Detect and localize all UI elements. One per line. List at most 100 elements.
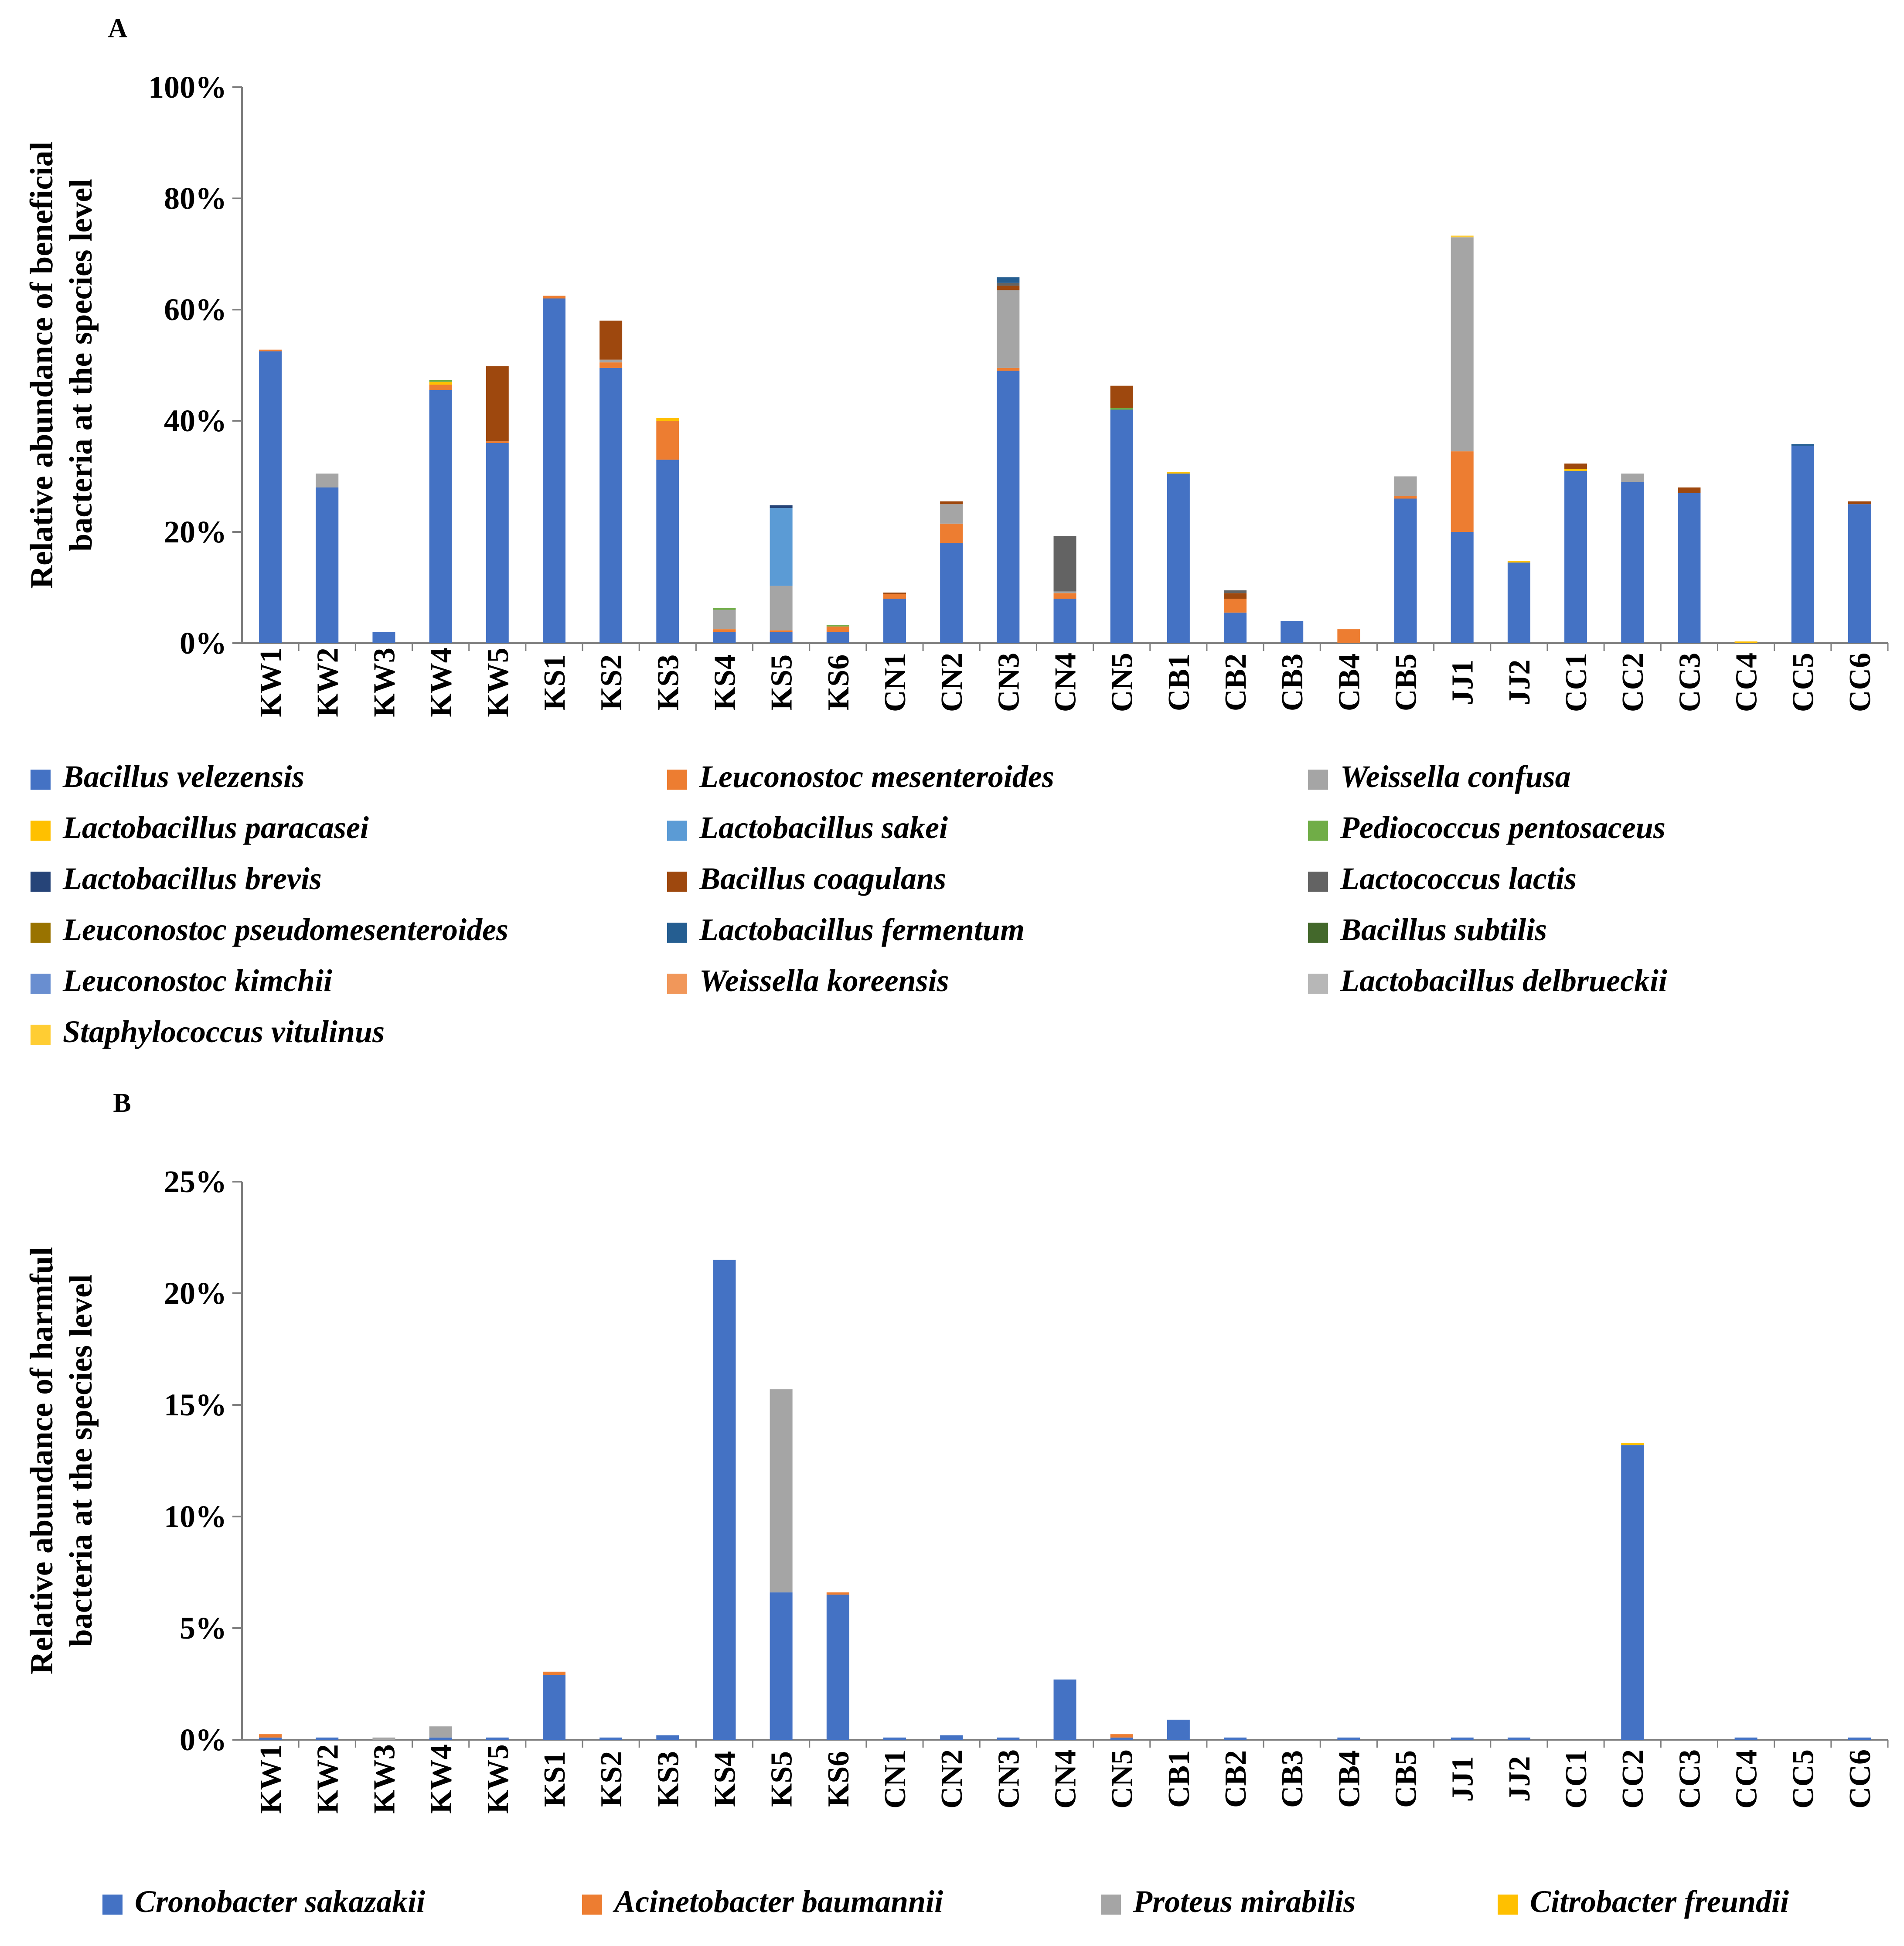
bar-segment-KS3-0	[656, 1735, 679, 1740]
bar-segment-KW4-3	[429, 382, 452, 385]
bar-segment-CN2-2	[940, 504, 963, 524]
bar-segment-CN3-1	[997, 368, 1020, 371]
legend-label: Lactococcus lactis	[1340, 861, 1577, 896]
bar-segment-KW5-7	[486, 366, 509, 442]
x-tick-label: KW4	[425, 648, 458, 717]
bar-segment-CN1-7	[883, 592, 906, 594]
x-tick-label: KS2	[595, 1751, 628, 1807]
x-tick-label: CN1	[879, 1749, 912, 1809]
bar-segment-CN4-2	[1053, 591, 1076, 593]
bar-segment-CC1-7	[1564, 463, 1587, 469]
legend-label: Bacillus velezensis	[62, 759, 304, 794]
legend-swatch	[667, 974, 687, 994]
bar-segment-CN3-10	[997, 277, 1020, 283]
x-tick-label: KW3	[368, 648, 401, 717]
y-axis-title-line2: bacteria at the species level	[63, 1275, 99, 1647]
x-tick-label: KW1	[254, 1744, 288, 1813]
bar-segment-CN2-7	[940, 501, 963, 504]
bar-segment-CC6-0	[1848, 1737, 1871, 1740]
bar-segment-CC5-10	[1791, 444, 1814, 446]
bar-segment-CN5-1	[1110, 1734, 1133, 1738]
bar-segment-CC3-0	[1678, 493, 1701, 643]
x-tick-label: KW4	[425, 1744, 458, 1813]
x-tick-label: CC6	[1843, 1749, 1877, 1809]
x-tick-label: JJ2	[1503, 1756, 1536, 1802]
legend-label: Leuconostoc mesenteroides	[699, 759, 1054, 794]
bar-segment-KS1-1	[542, 1671, 565, 1675]
bar-segment-KS1-0	[542, 298, 565, 643]
bar-segment-KW4-0	[429, 390, 452, 643]
bar-segment-CC2-0	[1621, 1445, 1644, 1740]
legend-label: Lactobacillus brevis	[62, 861, 322, 896]
bar-segment-KS3-0	[656, 460, 679, 643]
legend-label: Acinetobacter baumannii	[613, 1884, 943, 1919]
bar-segment-CC3-7	[1678, 487, 1701, 493]
bar-segment-JJ1-0	[1451, 532, 1474, 643]
x-tick-label: KS4	[708, 654, 742, 710]
bar-segment-KS4-0	[713, 1260, 736, 1740]
bar-segment-CC4-0	[1734, 1737, 1758, 1740]
bar-segment-KS3-1	[656, 421, 679, 460]
x-tick-label: KS6	[822, 1751, 855, 1807]
x-tick-label: CB4	[1332, 654, 1366, 711]
y-axis-title-line1: Relative abundance of harmful	[24, 1247, 60, 1675]
panel-label: A	[108, 14, 128, 43]
x-tick-label: JJ1	[1446, 660, 1480, 705]
bar-segment-CC4-3	[1734, 641, 1758, 643]
bar-segment-CB1-0	[1167, 1719, 1190, 1740]
x-tick-label: CN5	[1106, 653, 1139, 712]
bar-segment-CN3-2	[997, 290, 1020, 368]
x-tick-label: KS5	[765, 654, 799, 710]
x-tick-label: CC4	[1730, 1749, 1764, 1809]
bar-segment-KS2-1	[599, 362, 623, 368]
y-tick-label: 25%	[164, 1164, 227, 1199]
bar-segment-CB1-0	[1167, 474, 1190, 643]
bar-segment-KS5-2	[770, 586, 793, 630]
legend: Bacillus velezensis Leuconostoc mesentero…	[31, 759, 1667, 1049]
bar-segment-JJ1-15	[1451, 235, 1474, 238]
bar-segment-JJ2-3	[1507, 561, 1530, 563]
x-tick-label: CB4	[1332, 1750, 1366, 1808]
legend-swatch	[31, 872, 51, 892]
x-tick-label: CB5	[1390, 1750, 1423, 1808]
bar-segment-KW1-0	[259, 1737, 282, 1740]
bar-segment-KW2-0	[316, 1737, 339, 1740]
legend-swatch	[31, 821, 51, 841]
bar-segment-CN4-1	[1053, 593, 1076, 599]
legend-swatch	[1308, 821, 1328, 841]
bar-segment-KS2-2	[599, 359, 623, 363]
bar-segment-CB2-8	[1224, 590, 1247, 593]
bar-segment-JJ1-1	[1451, 451, 1474, 532]
x-tick-label: CC3	[1673, 1749, 1706, 1809]
bar-segment-CN4-8	[1053, 535, 1076, 592]
legend-swatch	[1308, 872, 1328, 892]
legend-label: Lactobacillus fermentum	[699, 912, 1025, 947]
legend-swatch	[102, 1895, 123, 1915]
legend-swatch	[1498, 1895, 1518, 1915]
bar-segment-KS5-4	[770, 508, 793, 586]
x-tick-label: CB2	[1219, 1750, 1253, 1808]
legend-label: Proteus mirabilis	[1133, 1884, 1356, 1919]
y-tick-label: 80%	[164, 181, 227, 216]
x-tick-label: CC1	[1560, 653, 1593, 712]
x-tick-label: CN1	[879, 653, 912, 712]
bar-segment-CN5-0	[1110, 1737, 1133, 1740]
legend-label: Lactobacillus delbrueckii	[1340, 963, 1667, 998]
bar-segment-CN5-7	[1110, 385, 1133, 408]
bar-segment-KS5-0	[770, 632, 793, 643]
bar-segment-KS6-1	[826, 626, 849, 632]
bar-segment-KW5-0	[486, 1737, 509, 1740]
x-tick-label: KS3	[651, 654, 685, 710]
bar-segment-CN3-0	[997, 371, 1020, 643]
bar-segment-CN3-8	[997, 283, 1020, 286]
x-tick-label: CC2	[1616, 653, 1650, 712]
legend-swatch	[667, 872, 687, 892]
panel-a-chart: A 0% 20% 40% 60% 80% 100% Relative abundance of…	[24, 14, 1889, 1049]
x-tick-label: KS3	[651, 1751, 685, 1807]
legend-swatch	[667, 821, 687, 841]
legend-label: Weissella confusa	[1340, 759, 1571, 794]
x-tick-label: KW5	[481, 1744, 515, 1813]
bar-segment-KS3-3	[656, 418, 679, 421]
x-tick-label: KW2	[311, 648, 344, 717]
x-tick-label: CN3	[992, 653, 1025, 712]
